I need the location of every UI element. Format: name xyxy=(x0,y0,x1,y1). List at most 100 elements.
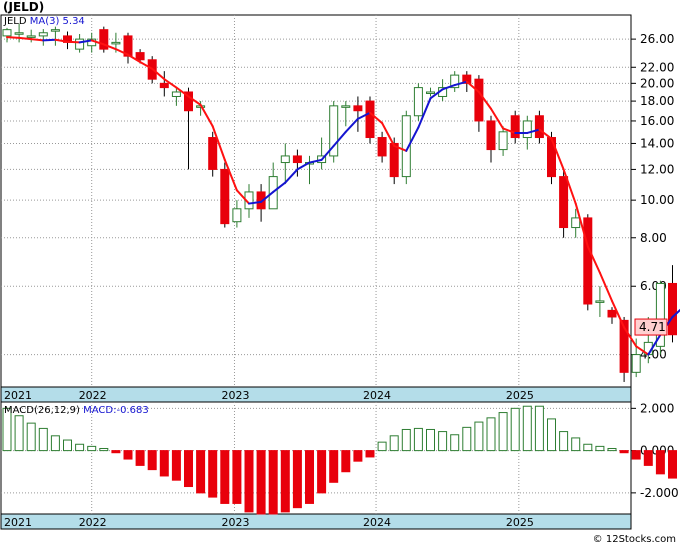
chart-title: (JELD) xyxy=(3,0,45,14)
macd-bar xyxy=(232,450,242,504)
ma-line-segment xyxy=(502,127,517,134)
price-tick-label: 16.00 xyxy=(640,114,674,128)
ma-line-segment xyxy=(320,144,335,161)
candle-body xyxy=(365,100,375,139)
macd-tick-label: -2.000 xyxy=(640,486,679,500)
ma-line-segment xyxy=(78,39,93,44)
ma-line-segment xyxy=(284,168,299,184)
candle-body xyxy=(450,74,460,89)
macd-bar xyxy=(450,434,460,452)
macd-tick-label: 2.000 xyxy=(640,401,674,415)
macd-bar xyxy=(462,426,472,452)
macd-bar xyxy=(389,435,399,452)
ma-line-segment xyxy=(550,137,565,171)
macd-bar xyxy=(486,417,496,452)
macd-bar xyxy=(111,450,121,454)
ma-line-segment xyxy=(6,36,21,39)
candle-body xyxy=(559,176,569,229)
candle-body xyxy=(571,217,581,229)
price-panel-frame xyxy=(0,14,632,388)
macd-bar xyxy=(99,447,109,452)
year-label: 2025 xyxy=(506,389,534,402)
year-label: 2022 xyxy=(79,389,107,402)
candle-body xyxy=(14,32,24,35)
candle-body xyxy=(534,115,544,139)
candle-body xyxy=(619,319,629,373)
macd-bar xyxy=(426,428,435,452)
macd-bar xyxy=(256,450,266,515)
ma-line-segment xyxy=(417,97,432,129)
candle-body xyxy=(583,217,593,305)
price-legend: JELD MA(3) 5.34 xyxy=(3,16,85,27)
macd-bar xyxy=(123,450,133,460)
macd-bar xyxy=(341,450,351,473)
macd-legend-value: MACD:-0.683 xyxy=(83,405,149,416)
ma-line-segment xyxy=(102,43,117,51)
candle-body xyxy=(498,131,508,151)
ma-line-segment xyxy=(429,88,444,100)
candle-body xyxy=(401,115,411,178)
macd-bar xyxy=(438,431,448,452)
candle-body xyxy=(631,354,641,373)
macd-bar xyxy=(377,441,387,452)
ma-line-segment xyxy=(526,128,541,134)
candle-body xyxy=(159,82,169,89)
ma-line-segment xyxy=(393,144,408,152)
ma-line-segment xyxy=(18,36,33,41)
price-tick-label: 10.00 xyxy=(640,193,674,207)
ma-line-segment xyxy=(54,38,69,43)
candle-body xyxy=(341,105,351,108)
macd-bar xyxy=(619,450,629,454)
ma-line-segment xyxy=(127,53,142,63)
macd-bar xyxy=(631,450,641,460)
candle-body xyxy=(208,137,218,170)
macd-bar xyxy=(87,445,97,452)
candle-body xyxy=(389,142,399,178)
ma-line-segment xyxy=(369,111,384,125)
year-label: 2023 xyxy=(221,389,249,402)
macd-bar xyxy=(280,450,290,513)
ma-line-segment xyxy=(139,60,154,70)
macd-bar xyxy=(534,405,544,452)
ma-line-segment xyxy=(151,67,166,81)
candle-body xyxy=(522,120,532,139)
macd-bar xyxy=(643,450,653,466)
macd-bar xyxy=(668,450,677,479)
macd-bar xyxy=(413,427,423,452)
macd-bar xyxy=(26,422,36,452)
macd-bar xyxy=(38,427,48,452)
candle-body xyxy=(50,29,60,32)
ma-line-segment xyxy=(381,122,396,147)
macd-legend-params: MACD(26,12,9) xyxy=(4,405,83,416)
candle-body xyxy=(595,300,605,303)
ma-line-segment xyxy=(441,84,456,91)
ma-line-segment xyxy=(199,103,214,128)
ma-line-segment xyxy=(332,130,347,147)
candle-body xyxy=(377,137,387,157)
ma-line-segment xyxy=(248,200,263,205)
candle-body xyxy=(111,41,121,45)
macd-date-band xyxy=(0,513,632,530)
ma-line-segment xyxy=(490,107,505,130)
ma-line-segment xyxy=(308,158,323,164)
macd-bar xyxy=(14,415,24,452)
macd-bar xyxy=(184,450,193,488)
macd-bar xyxy=(329,450,339,483)
candle-body xyxy=(2,29,12,37)
price-tick-label: 26.00 xyxy=(640,32,674,46)
macd-bar xyxy=(220,450,230,504)
ma-line-segment xyxy=(574,202,589,248)
macd-bar xyxy=(171,450,181,481)
macd-bar xyxy=(268,450,278,515)
candle-body xyxy=(38,32,48,37)
macd-legend: MACD(26,12,9) MACD:-0.683 xyxy=(4,405,149,416)
macd-bar xyxy=(547,418,556,452)
ma-line-segment xyxy=(175,86,190,98)
year-label: 2024 xyxy=(363,516,391,529)
ma-line-segment xyxy=(647,333,662,356)
year-label: 2021 xyxy=(4,389,32,402)
ma-line-segment xyxy=(296,161,311,171)
candle-body xyxy=(510,115,520,139)
candle-body xyxy=(462,74,472,84)
macd-bar xyxy=(498,412,508,452)
